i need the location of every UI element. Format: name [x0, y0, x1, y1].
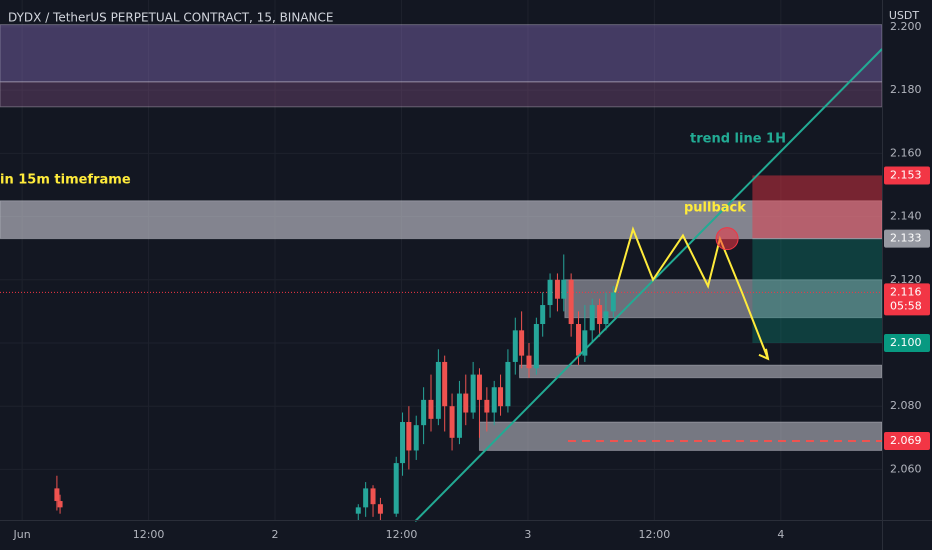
candle-body	[484, 399, 490, 413]
annotation: pullback	[684, 201, 746, 216]
y-tick-label: 2.200	[890, 20, 922, 33]
candle-body	[421, 399, 427, 426]
zone	[0, 24, 883, 83]
candle-body	[533, 324, 539, 369]
y-tick-label: 2.180	[890, 83, 922, 96]
currency-bg	[884, 4, 930, 28]
y-tick-label: 2.120	[890, 273, 922, 286]
price-tag-label: 2.153	[890, 168, 922, 181]
zone	[0, 81, 883, 108]
candle-body	[526, 355, 532, 369]
projection-path	[614, 226, 769, 360]
zone	[519, 364, 883, 379]
annotation: trend line 1H	[690, 132, 786, 147]
currency: USDT	[889, 9, 920, 22]
candle-body	[568, 279, 574, 325]
chart-title: DYDX / TetherUS PERPETUAL CONTRACT, 15, …	[8, 11, 333, 25]
price-tag-label: 2.116	[890, 285, 922, 298]
x-tick-label: 4	[777, 528, 784, 541]
x-tick-label: Jun	[13, 528, 31, 541]
candle-body	[370, 488, 376, 505]
y-tick-label: 2.080	[890, 399, 922, 412]
zone	[478, 421, 883, 451]
candle-body	[363, 488, 369, 508]
candle-body	[582, 330, 588, 356]
price-tag	[884, 166, 930, 185]
countdown: 05:58	[890, 299, 922, 312]
y-tick-label: 2.160	[890, 146, 922, 159]
x-tick-label: 12:00	[386, 528, 418, 541]
candle-body	[491, 387, 497, 413]
plot: in 15m timeframe pullback trend line 1H	[0, 0, 883, 522]
candle-body	[610, 292, 616, 312]
candle-body	[476, 374, 482, 400]
x-tick-label: 2	[272, 528, 279, 541]
candle-body	[561, 279, 567, 299]
candle-body	[463, 393, 469, 413]
candle-body	[589, 305, 595, 331]
candle-body	[547, 279, 553, 306]
pullback-marker	[715, 227, 739, 251]
price-tag	[884, 283, 930, 316]
candle-body	[512, 330, 518, 362]
price-tag	[884, 229, 930, 248]
target-zone	[752, 238, 882, 343]
candle-body	[57, 501, 63, 508]
candle-body	[413, 425, 419, 451]
candle-body	[576, 324, 582, 356]
candle-body	[603, 311, 609, 325]
arrow-head	[758, 348, 770, 361]
price-tag-label: 2.069	[890, 434, 922, 447]
zone	[0, 200, 883, 240]
x-tick-label: 12:00	[133, 528, 165, 541]
trend-line	[414, 48, 883, 522]
candle-body	[406, 422, 412, 451]
candle-body	[400, 422, 406, 464]
annotation: in 15m timeframe	[0, 173, 131, 188]
price-tag	[884, 431, 930, 450]
candle-body	[355, 507, 361, 514]
stop-zone	[752, 175, 882, 239]
candle-body	[505, 361, 511, 407]
candle-body	[449, 406, 455, 438]
candle-body	[377, 504, 383, 514]
y-tick-label: 2.140	[890, 210, 922, 223]
candle-body	[435, 361, 441, 419]
price-tag	[884, 333, 930, 352]
price-tag-label: 2.133	[890, 232, 922, 245]
candle-body	[470, 374, 476, 413]
x-tick-label: 3	[524, 528, 531, 541]
candle-body	[597, 305, 603, 325]
x-tick-label: 12:00	[639, 528, 671, 541]
y-tick-label: 2.060	[890, 462, 922, 475]
candle-body	[540, 305, 546, 325]
candle-body	[498, 387, 504, 407]
candle-body	[393, 463, 399, 514]
candle-body	[442, 361, 448, 407]
candle-body	[428, 399, 434, 419]
candle-body	[554, 279, 560, 299]
candle-body	[456, 393, 462, 438]
price-tag-label: 2.100	[890, 336, 922, 349]
candle-body	[54, 488, 60, 502]
candle-body	[519, 330, 525, 356]
